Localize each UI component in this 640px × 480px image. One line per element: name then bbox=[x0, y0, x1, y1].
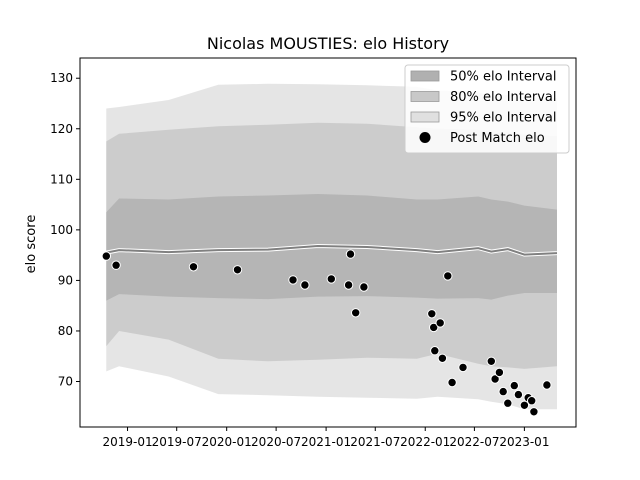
post-match-elo-point bbox=[288, 275, 298, 285]
y-axis-label: elo score bbox=[24, 215, 39, 274]
post-match-elo-point bbox=[232, 265, 243, 275]
x-tick-label: 2020-07 bbox=[251, 435, 301, 449]
post-match-elo-point bbox=[542, 380, 552, 390]
post-match-elo-point bbox=[494, 367, 505, 378]
legend: 50% elo Interval 80% elo Interval 95% elo … bbox=[404, 64, 570, 154]
legend-swatch bbox=[410, 70, 440, 82]
post-match-elo-point bbox=[447, 377, 457, 388]
y-tick-label: 90 bbox=[58, 273, 73, 287]
post-match-elo-point bbox=[513, 389, 524, 400]
post-match-elo-point bbox=[435, 318, 445, 328]
x-tick-label: 2023-01 bbox=[499, 435, 549, 449]
plot-frame bbox=[79, 57, 577, 428]
post-match-elo-point bbox=[343, 280, 354, 290]
post-match-elo-point bbox=[486, 356, 496, 366]
post-match-elo-point bbox=[345, 249, 356, 259]
plot-area bbox=[101, 83, 558, 417]
x-tick-label: 2019-07 bbox=[152, 435, 202, 449]
mean-elo-line bbox=[106, 244, 558, 256]
post-match-elo-point bbox=[490, 374, 500, 384]
post-match-elo-point bbox=[519, 400, 530, 410]
y-tick-label: 120 bbox=[50, 122, 73, 136]
chart-title: Nicolas MOUSTIES: elo History bbox=[207, 34, 449, 53]
legend-label: Post Match elo bbox=[450, 131, 545, 146]
x-tick-label: 2020-01 bbox=[202, 435, 252, 449]
post-match-elo-point bbox=[430, 346, 440, 356]
post-match-elo-point bbox=[527, 396, 537, 406]
y-tick-label: 130 bbox=[50, 71, 73, 85]
post-match-elo-point bbox=[443, 271, 453, 281]
post-match-elo-point bbox=[101, 251, 112, 261]
x-tick-label: 2022-01 bbox=[400, 435, 450, 449]
x-tick-label: 2021-07 bbox=[350, 435, 400, 449]
y-tick-label: 100 bbox=[50, 223, 73, 237]
x-tick-label: 2021-01 bbox=[301, 435, 351, 449]
post-match-elo-point bbox=[437, 353, 448, 363]
post-match-elo-point bbox=[111, 260, 121, 270]
legend-label: 50% elo Interval bbox=[450, 70, 557, 85]
legend-label: 95% elo Interval bbox=[450, 111, 557, 126]
post-match-elo-point bbox=[429, 322, 439, 333]
post-match-elo-point bbox=[326, 274, 336, 284]
post-match-elo-point bbox=[529, 407, 539, 417]
legend-swatch bbox=[410, 91, 440, 102]
legend-swatch bbox=[410, 111, 440, 123]
post-match-elo-point bbox=[458, 362, 468, 373]
y-tick-label: 110 bbox=[50, 172, 73, 186]
x-tick-label: 2019-01 bbox=[102, 435, 152, 449]
post-match-elo-point bbox=[300, 280, 310, 290]
post-match-elo-point bbox=[351, 308, 361, 318]
post-match-elo-point bbox=[498, 386, 508, 397]
post-match-elo-point bbox=[509, 380, 519, 391]
post-match-elo-point bbox=[427, 309, 437, 319]
post-match-elo-point bbox=[188, 262, 199, 272]
post-match-elo-point bbox=[503, 398, 513, 408]
post-match-elo-point bbox=[359, 282, 369, 292]
y-tick-label: 70 bbox=[58, 375, 73, 389]
legend-label: 80% elo Interval bbox=[450, 90, 557, 105]
legend-marker bbox=[419, 132, 431, 143]
legend-box bbox=[404, 64, 570, 154]
x-tick-label: 2022-07 bbox=[449, 435, 499, 449]
y-tick-label: 80 bbox=[58, 324, 73, 338]
